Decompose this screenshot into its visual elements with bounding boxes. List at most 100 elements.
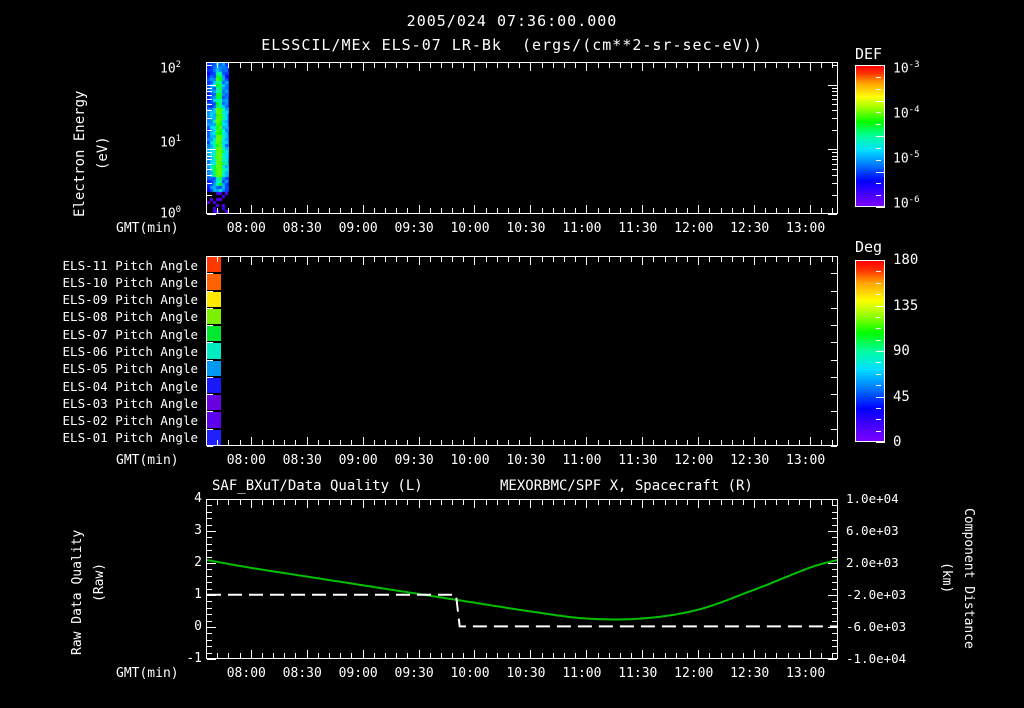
xtick-minor [228,500,230,505]
xtick-label: 11:30 [618,666,658,681]
xtick-major [418,650,420,658]
panel1-colorbar-tick [876,207,885,208]
xtick-label: 10:30 [506,453,546,468]
xtick-minor [373,208,375,213]
xtick-minor [631,208,633,213]
xtick-minor [329,500,331,505]
xtick-minor [686,257,688,262]
xtick-minor [787,440,789,445]
panel2-plot-area[interactable] [206,256,838,446]
panel1-plot-area[interactable] [206,62,838,214]
xtick-minor [496,653,498,658]
xtick-minor [798,440,800,445]
ytick-minor [207,98,212,100]
ytick-minor [832,159,837,161]
xtick-label: 09:00 [338,453,378,468]
xtick-minor [485,653,487,658]
ytick-major [828,531,837,532]
xtick-minor [619,208,621,213]
xtick-minor [832,653,834,658]
xtick-minor [351,63,353,68]
pitch-angle-row-data [207,360,221,376]
xtick-minor [653,63,655,68]
xtick-minor [273,440,275,445]
xtick-minor [709,500,711,505]
xtick-major [642,257,644,265]
xtick-major [306,437,308,445]
ytick-minor [832,518,837,520]
xtick-major [586,650,588,658]
xtick-major [474,205,476,213]
xtick-minor [720,500,722,505]
xtick-major [418,257,420,265]
ytick-minor [207,307,213,309]
ytick-minor [207,256,213,257]
xtick-minor [608,208,610,213]
ytick-minor [207,273,213,275]
xtick-minor [217,440,219,445]
xtick-major [810,205,812,213]
ytick-minor [832,168,837,170]
panel3-ytick-label-left: 1 [194,587,202,602]
ytick-minor [832,65,837,67]
xtick-minor [675,208,677,213]
ytick-minor [831,411,837,413]
panel1-colorbar-tick [876,147,881,149]
panel2-colorbar-tick [876,294,881,296]
xtick-minor [832,208,834,213]
ytick-minor [832,569,837,571]
pitch-angle-row-label: ELS-02 Pitch Angle [62,413,198,429]
xtick-major [250,63,252,71]
panel2-colorbar-tick [876,396,885,398]
panel3-ytick-label-right: 1.0e+04 [846,491,899,506]
panel1-colorbar-tick [876,171,885,173]
page-title-datetime: 2005/024 07:36:00.000 [406,12,618,30]
panel1-colorbar-tick [876,183,881,185]
xtick-minor [217,500,219,505]
xtick-minor [295,653,297,658]
xtick-minor [317,257,319,262]
ytick-minor [207,90,212,92]
xtick-minor [686,500,688,505]
xtick-minor [440,208,442,213]
xtick-minor [351,500,353,505]
ytick-minor [207,633,212,635]
xtick-minor [284,208,286,213]
xtick-major [474,63,476,71]
xtick-minor [720,440,722,445]
ytick-minor [207,376,213,378]
ytick-minor [207,511,212,513]
xtick-major [698,63,700,71]
xtick-major [698,500,700,508]
ytick-major [828,595,837,596]
xtick-minor [261,257,263,262]
pitch-angle-row-data [207,412,221,428]
panel2-colorbar-tick [876,351,885,352]
xtick-minor [440,63,442,68]
xtick-minor [709,63,711,68]
xtick-label: 10:00 [450,453,490,468]
panel3-ytick-label-right: -2.0e+03 [846,587,907,602]
panel3-plot-area[interactable] [206,499,838,659]
ytick-minor [207,110,212,112]
panel2-colorbar-tick-label: 180 [893,252,919,268]
xtick-minor [832,440,834,445]
xtick-minor [731,500,733,505]
ytick-major [828,499,837,500]
xtick-major [250,650,252,658]
xtick-minor [653,257,655,262]
xtick-minor [351,440,353,445]
ytick-minor [207,183,212,185]
xtick-minor [776,257,778,262]
xtick-minor [329,208,331,213]
panel-pitch-angle: ELS-11 Pitch Angle ELS-10 Pitch Angle ELS-… [0,238,1024,473]
ytick-minor [207,446,213,447]
xtick-minor [787,208,789,213]
xtick-minor [284,257,286,262]
xtick-minor [373,653,375,658]
xtick-minor [340,440,342,445]
pitch-angle-row-label: ELS-10 Pitch Angle [62,274,198,290]
xtick-label: 12:00 [674,666,714,681]
xtick-minor [519,257,521,262]
ytick-minor [207,505,212,507]
